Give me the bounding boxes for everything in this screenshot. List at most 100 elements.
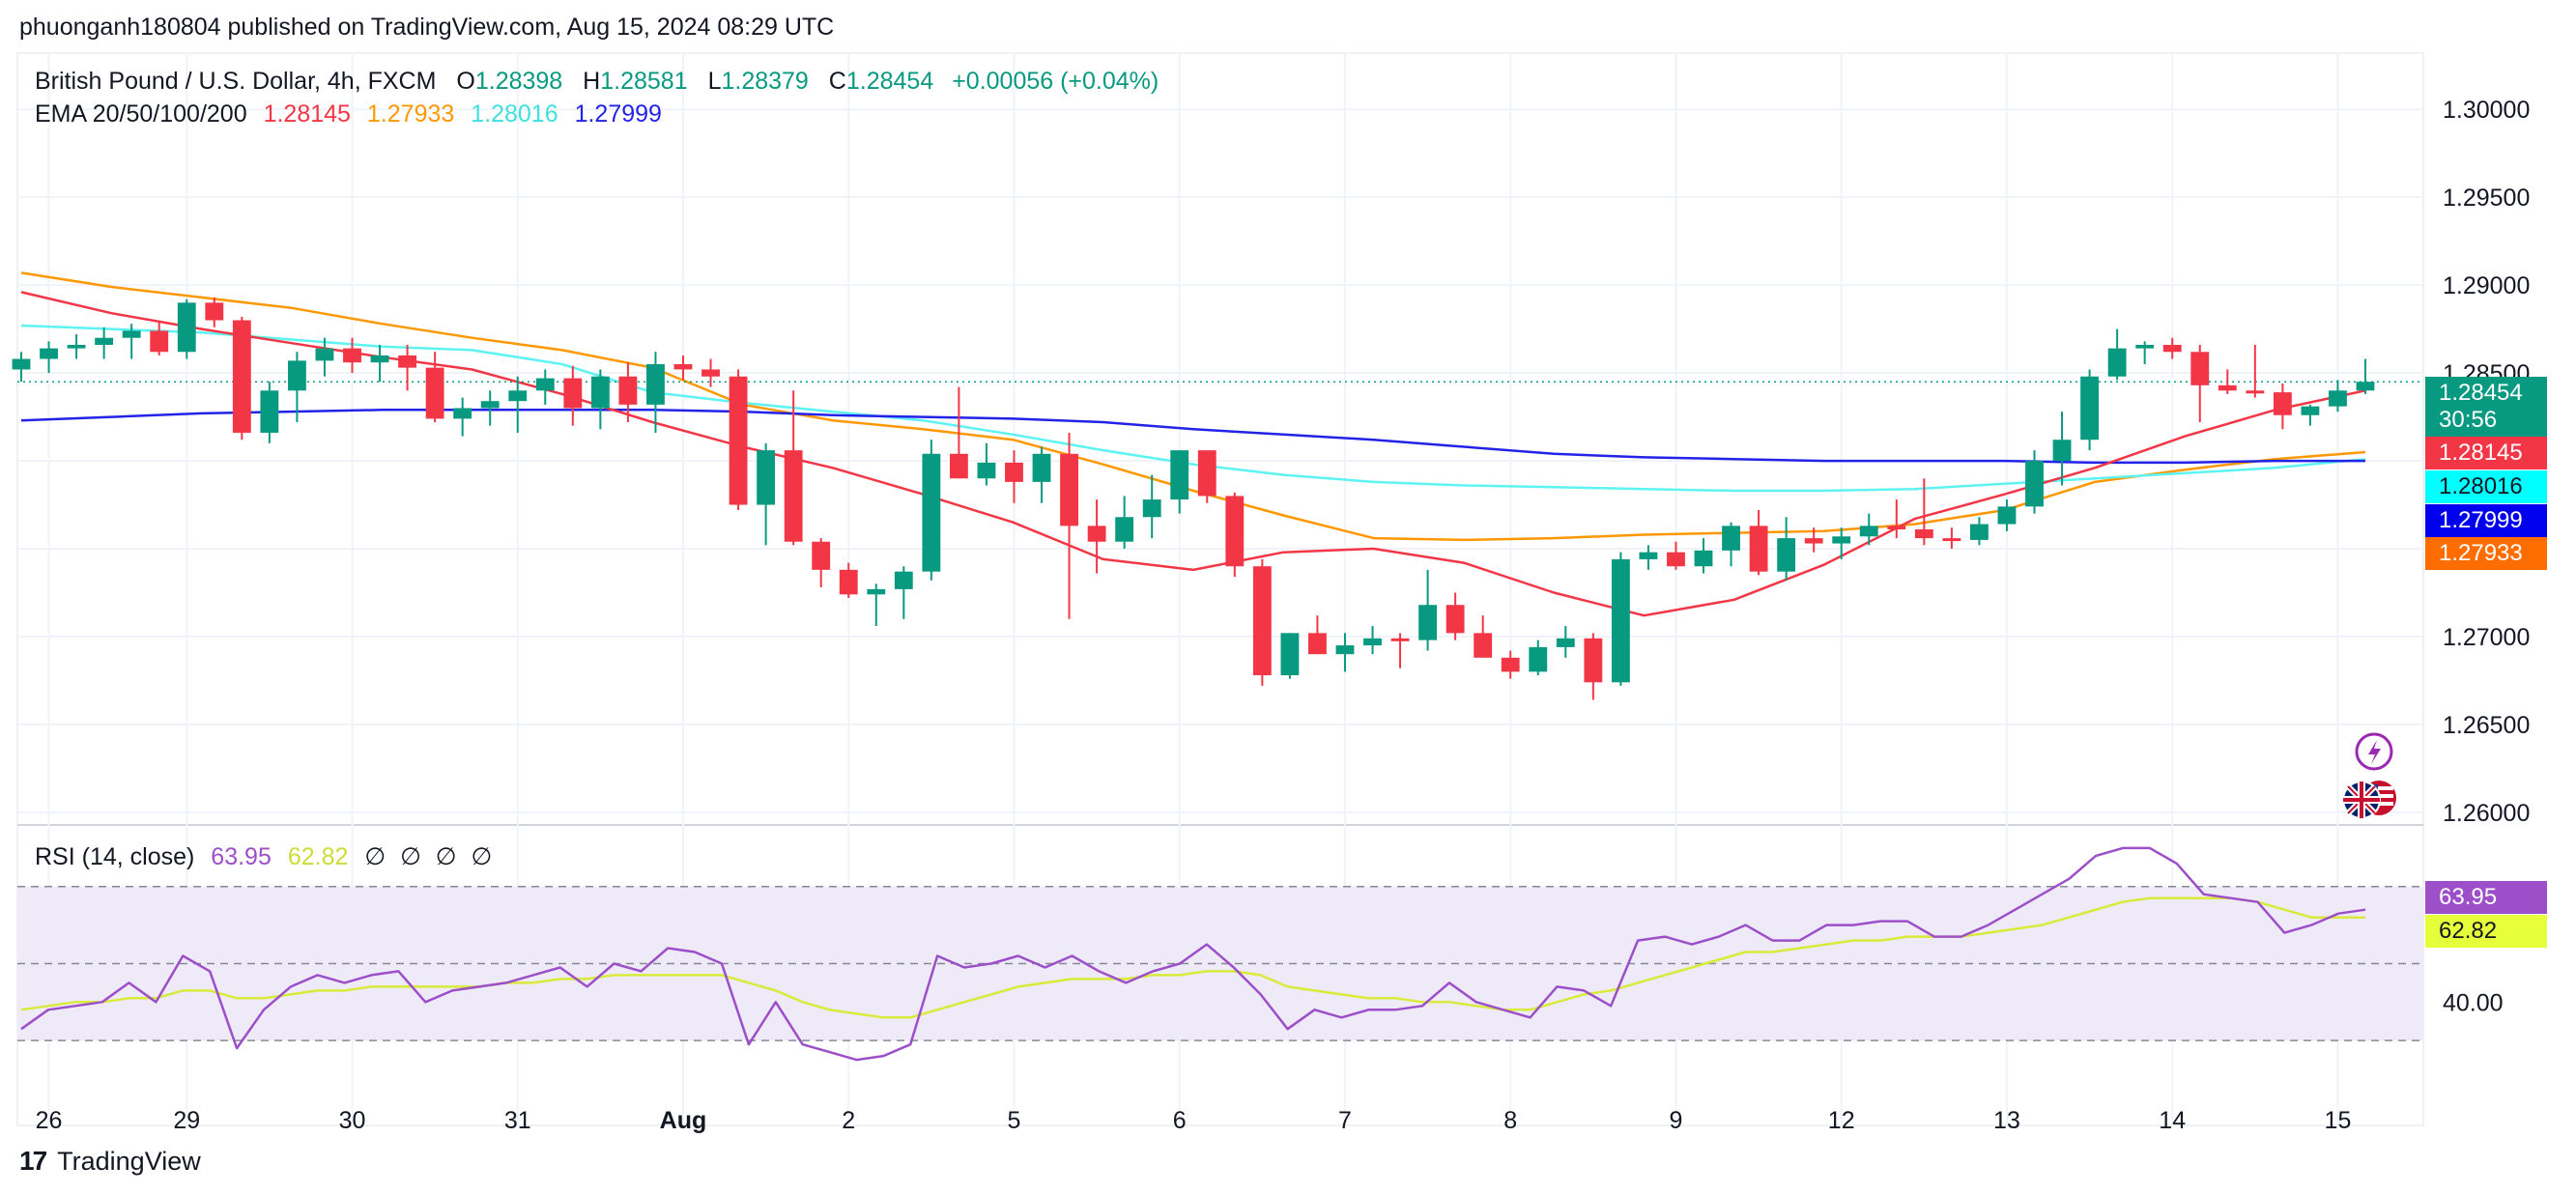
candle-body bbox=[425, 367, 444, 419]
candle-body bbox=[1997, 506, 2017, 525]
candle-body bbox=[1390, 638, 1410, 641]
candle-body bbox=[894, 571, 913, 589]
candle-body bbox=[949, 453, 968, 479]
candle-body bbox=[12, 358, 31, 370]
candle-body bbox=[2190, 352, 2210, 385]
ema-label: EMA 20/50/100/200 bbox=[35, 100, 247, 128]
tradingview-brand[interactable]: 17 TradingView bbox=[19, 1146, 201, 1177]
open-label: O bbox=[456, 68, 475, 95]
candle-body bbox=[1032, 453, 1051, 482]
ema20-value: 1.28145 bbox=[263, 100, 351, 128]
price-tick-label: 1.30000 bbox=[2443, 97, 2530, 124]
candle-body bbox=[2162, 344, 2182, 353]
rsi-band bbox=[17, 886, 2423, 1041]
change-value: +0.00056 (+0.04%) bbox=[952, 68, 1159, 95]
candle-body bbox=[646, 364, 665, 405]
candle-body bbox=[1005, 462, 1023, 482]
candle-body bbox=[1611, 558, 1630, 683]
low-value: 1.28379 bbox=[721, 68, 809, 95]
candle-body bbox=[1474, 633, 1493, 658]
rsi-na-2: ∅ bbox=[400, 843, 421, 870]
candle-body bbox=[1445, 605, 1465, 634]
rsi-na-4: ∅ bbox=[471, 843, 493, 870]
symbol-name: British Pound / U.S. Dollar, 4h, FXCM bbox=[35, 68, 437, 95]
candle-body bbox=[1942, 538, 1961, 542]
candle-body bbox=[1308, 633, 1327, 655]
candle-body bbox=[1749, 526, 1768, 572]
candle-body bbox=[205, 302, 224, 321]
candle-body bbox=[1804, 538, 1823, 544]
candle-body bbox=[2218, 384, 2237, 391]
ema100-line bbox=[20, 324, 2366, 493]
time-tick-label: 2 bbox=[842, 1107, 855, 1134]
time-tick-label: 7 bbox=[1338, 1107, 1352, 1134]
candle-body bbox=[1252, 566, 1272, 676]
ema200-value: 1.27999 bbox=[574, 100, 662, 128]
candle-body bbox=[150, 330, 169, 353]
chart-grid bbox=[16, 52, 2424, 1126]
candle-body bbox=[1170, 450, 1189, 500]
chart-icons[interactable] bbox=[2342, 732, 2398, 819]
ema200-price-tag: 1.27999 bbox=[2425, 504, 2547, 537]
tradingview-logo-icon: 17 bbox=[19, 1146, 47, 1176]
candle-body bbox=[729, 376, 748, 505]
ema100-value: 1.28016 bbox=[471, 100, 558, 128]
rsi-value: 63.95 bbox=[211, 843, 272, 870]
rsi-na-1: ∅ bbox=[364, 843, 386, 870]
last-price-value: 1.28454 bbox=[2439, 380, 2523, 406]
candle-body bbox=[839, 569, 858, 595]
low-label: L bbox=[707, 68, 722, 95]
time-tick-label: 29 bbox=[173, 1107, 200, 1134]
rsi-line bbox=[20, 846, 2366, 1062]
rsi-legend: RSI (14, close) 63.95 62.82 ∅ ∅ ∅ ∅ bbox=[35, 842, 492, 871]
candle-body bbox=[343, 348, 361, 363]
high-value: 1.28581 bbox=[600, 68, 688, 95]
time-tick-label: 15 bbox=[2325, 1107, 2352, 1134]
candle-body bbox=[508, 390, 528, 402]
candle-body bbox=[2273, 392, 2292, 415]
countdown-value: 30:56 bbox=[2439, 407, 2498, 433]
candle-body bbox=[590, 376, 610, 409]
chart-frame bbox=[16, 52, 2424, 1126]
price-tick-label: 1.26500 bbox=[2443, 712, 2530, 739]
candle-body bbox=[1970, 524, 1989, 540]
candle-body bbox=[1556, 638, 1575, 647]
candle-body bbox=[1197, 450, 1216, 497]
close-value: 1.28454 bbox=[845, 68, 934, 95]
candle-body bbox=[67, 344, 86, 349]
candle-body bbox=[1363, 638, 1382, 646]
lightning-icon[interactable] bbox=[2355, 732, 2393, 771]
candle-body bbox=[232, 320, 251, 433]
high-label: H bbox=[583, 68, 601, 95]
candle-body bbox=[1777, 538, 1796, 572]
candle-body bbox=[287, 360, 306, 391]
candle-body bbox=[1142, 499, 1161, 518]
candle-body bbox=[1418, 605, 1438, 640]
time-tick-label: 14 bbox=[2159, 1107, 2186, 1134]
time-tick-label: 9 bbox=[1670, 1107, 1683, 1134]
candle-body bbox=[1529, 646, 1548, 672]
candle-body bbox=[922, 453, 941, 572]
candle-body bbox=[1832, 536, 1851, 544]
candle-body bbox=[563, 378, 583, 409]
currency-flags-icon[interactable] bbox=[2342, 779, 2398, 819]
ema20-price-tag: 1.28145 bbox=[2425, 437, 2547, 469]
last-price-tag: 1.28454 30:56 bbox=[2425, 377, 2547, 437]
candle-body bbox=[618, 376, 638, 405]
candle-body bbox=[977, 462, 996, 479]
candle-body bbox=[2135, 344, 2155, 349]
ema100-price-tag: 1.28016 bbox=[2425, 470, 2547, 503]
candle-body bbox=[95, 337, 114, 345]
symbol-legend: British Pound / U.S. Dollar, 4h, FXCM O 1… bbox=[35, 68, 1159, 96]
time-tick-label: 13 bbox=[1993, 1107, 2020, 1134]
candle-body bbox=[1060, 453, 1078, 526]
time-tick-label: 26 bbox=[36, 1107, 63, 1134]
candle-body bbox=[480, 401, 500, 409]
candle-body bbox=[1335, 645, 1355, 655]
price-tick-label: 1.27000 bbox=[2443, 624, 2530, 651]
candle-body bbox=[2246, 390, 2265, 394]
candle-body bbox=[1722, 526, 1740, 551]
candle-body bbox=[177, 302, 196, 353]
candle-body bbox=[2301, 406, 2320, 415]
